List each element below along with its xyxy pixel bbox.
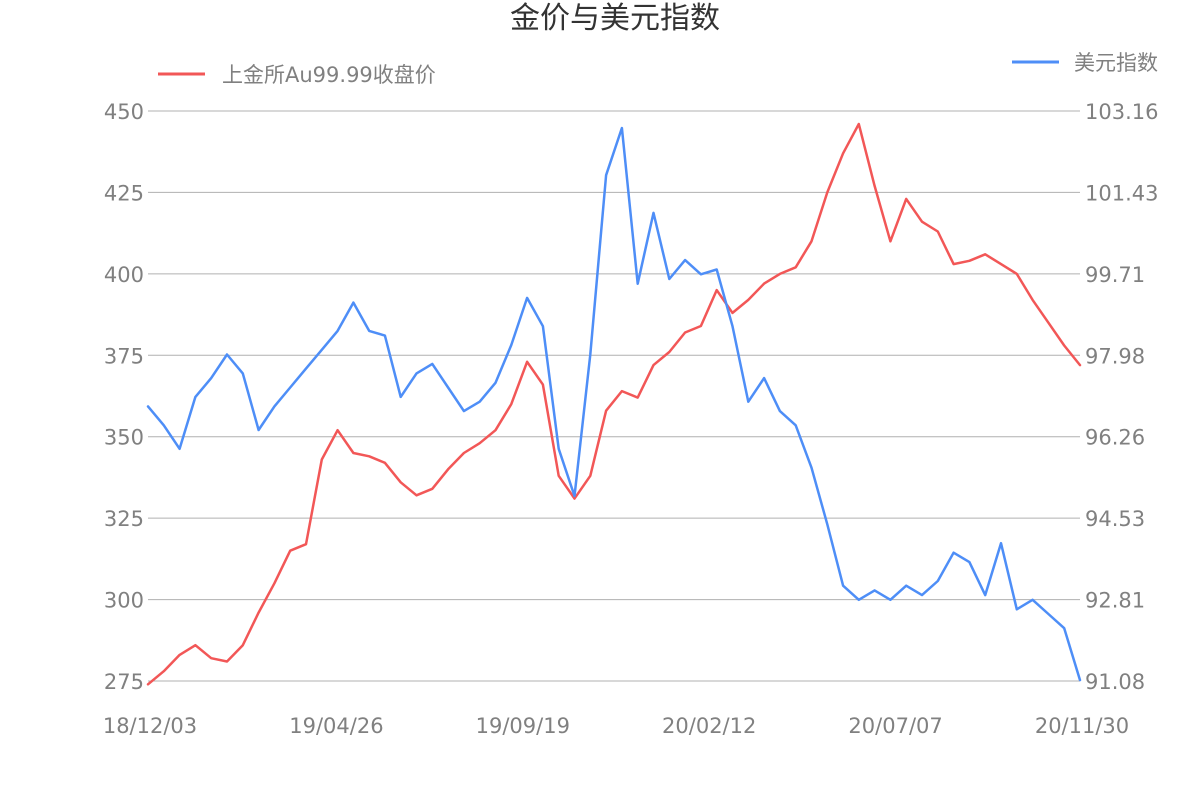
left-tick-label: 450: [104, 100, 144, 124]
x-tick-label: 18/12/03: [103, 714, 197, 738]
left-tick-label: 375: [104, 344, 144, 368]
right-tick-label: 96.26: [1085, 426, 1145, 450]
x-tick-label: 19/09/19: [476, 714, 570, 738]
x-tick-label: 19/04/26: [289, 714, 383, 738]
left-tick-label: 400: [104, 263, 144, 287]
right-tick-label: 91.08: [1085, 670, 1145, 694]
right-tick-label: 97.98: [1085, 344, 1145, 368]
legend-item-gold[interactable]: 上金所Au99.99收盘价: [158, 63, 436, 87]
left-axis-ticks: 275 300 325 350 375 400 425 450: [104, 100, 144, 694]
left-tick-label: 350: [104, 426, 144, 450]
right-tick-label: 94.53: [1085, 507, 1145, 531]
series-lines: [146, 122, 1082, 686]
gridlines: [148, 110, 1080, 682]
x-axis-ticks: 18/12/03 19/04/26 19/09/19 20/02/12 20/07/07…: [103, 714, 1129, 738]
legend-label-usd-index: 美元指数: [1074, 51, 1158, 75]
left-tick-label: 425: [104, 181, 144, 205]
x-tick-label: 20/11/30: [1035, 714, 1129, 738]
chart-title: 金价与美元指数: [510, 1, 720, 36]
x-tick-label: 20/02/12: [662, 714, 756, 738]
right-tick-label: 101.43: [1085, 181, 1158, 205]
legend-label-gold: 上金所Au99.99收盘价: [222, 63, 436, 87]
right-tick-label: 103.16: [1085, 100, 1158, 124]
legend-item-usd-index[interactable]: 美元指数: [1012, 51, 1158, 75]
right-tick-label: 99.71: [1085, 263, 1145, 287]
right-tick-label: 92.81: [1085, 589, 1145, 613]
left-tick-label: 300: [104, 589, 144, 613]
x-tick-label: 20/07/07: [848, 714, 942, 738]
left-tick-label: 325: [104, 507, 144, 531]
right-axis-ticks: 91.08 92.81 94.53 96.26 97.98 99.71 101.43 103.…: [1085, 100, 1158, 694]
left-tick-label: 275: [104, 670, 144, 694]
series-line-gold: [146, 122, 1082, 686]
series-line-usd-index: [146, 126, 1082, 682]
